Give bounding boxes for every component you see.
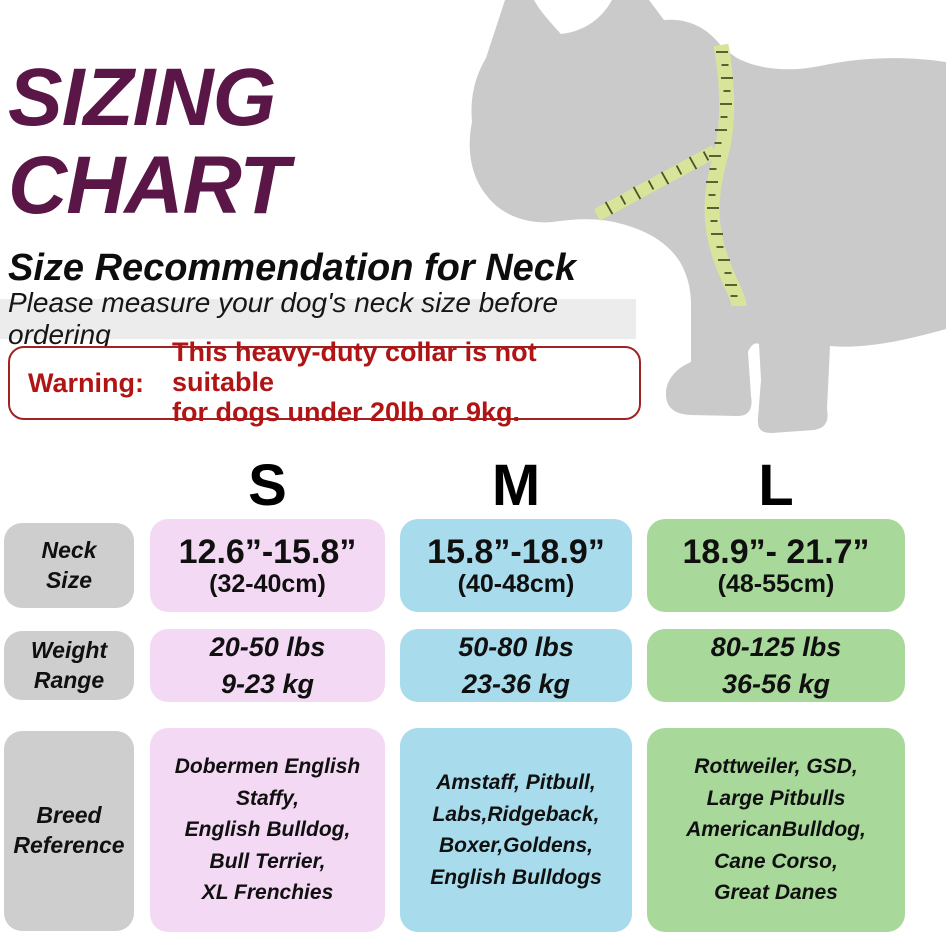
measuring-tape-diagonal [593,145,719,221]
neck-size-cm-s: (32-40cm) [209,569,326,598]
row-label-neck-size: Neck Size [4,523,134,608]
neck-size-cell-s: 12.6”-15.8” (32-40cm) [150,519,385,612]
neck-size-cm-m: (40-48cm) [457,569,575,598]
dog-silhouette-illustration [469,0,946,433]
column-header-m: M [491,453,541,518]
neck-size-cm-l: (48-55cm) [717,569,835,598]
tagline-text: Please measure your dog's neck size befo… [8,287,559,350]
weight-range-text-l: 80-125 lbs 36-56 kg [710,632,842,699]
warning-box: Warning: This heavy-duty collar is not s… [8,338,641,427]
weight-range-cell-m: 50-80 lbs 23-36 kg [400,629,632,702]
neck-size-inches-l: 18.9”- 21.7” [682,533,870,572]
weight-range-text-m: 50-80 lbs 23-36 kg [458,632,574,699]
tagline-band: Please measure your dog's neck size befo… [0,287,636,350]
warning-message: This heavy-duty collar is not suitable f… [171,337,537,427]
row-label-breed-reference: Breed Reference [4,731,134,931]
neck-size-cell-l: 18.9”- 21.7” (48-55cm) [647,519,905,612]
breed-list-s: Dobermen English Staffy, English Bulldog… [174,755,361,905]
breed-reference-cell-m: Amstaff, Pitbull, Labs,Ridgeback, Boxer,… [400,728,632,932]
column-header-l: L [758,453,794,518]
breed-list-l: Rottweiler, GSD, Large Pitbulls American… [686,755,866,905]
weight-range-cell-l: 80-125 lbs 36-56 kg [647,629,905,702]
column-header-s: S [248,453,287,518]
breed-list-m: Amstaff, Pitbull, Labs,Ridgeback, Boxer,… [430,771,602,889]
breed-reference-cell-s: Dobermen English Staffy, English Bulldog… [150,728,385,932]
page-title: SIZING CHART [8,52,289,231]
tape-tick-marks [604,51,738,297]
neck-size-inches-s: 12.6”-15.8” [178,533,357,572]
weight-range-text-s: 20-50 lbs 9-23 kg [209,632,326,699]
breed-reference-cell-l: Rottweiler, GSD, Large Pitbulls American… [647,728,905,932]
subtitle: Size Recommendation for Neck [8,247,577,289]
row-label-weight-range: Weight Range [4,631,134,700]
neck-size-inches-m: 15.8”-18.9” [427,533,605,572]
weight-range-cell-s: 20-50 lbs 9-23 kg [150,629,385,702]
neck-size-cell-m: 15.8”-18.9” (40-48cm) [400,519,632,612]
warning-label: Warning: [28,367,144,398]
